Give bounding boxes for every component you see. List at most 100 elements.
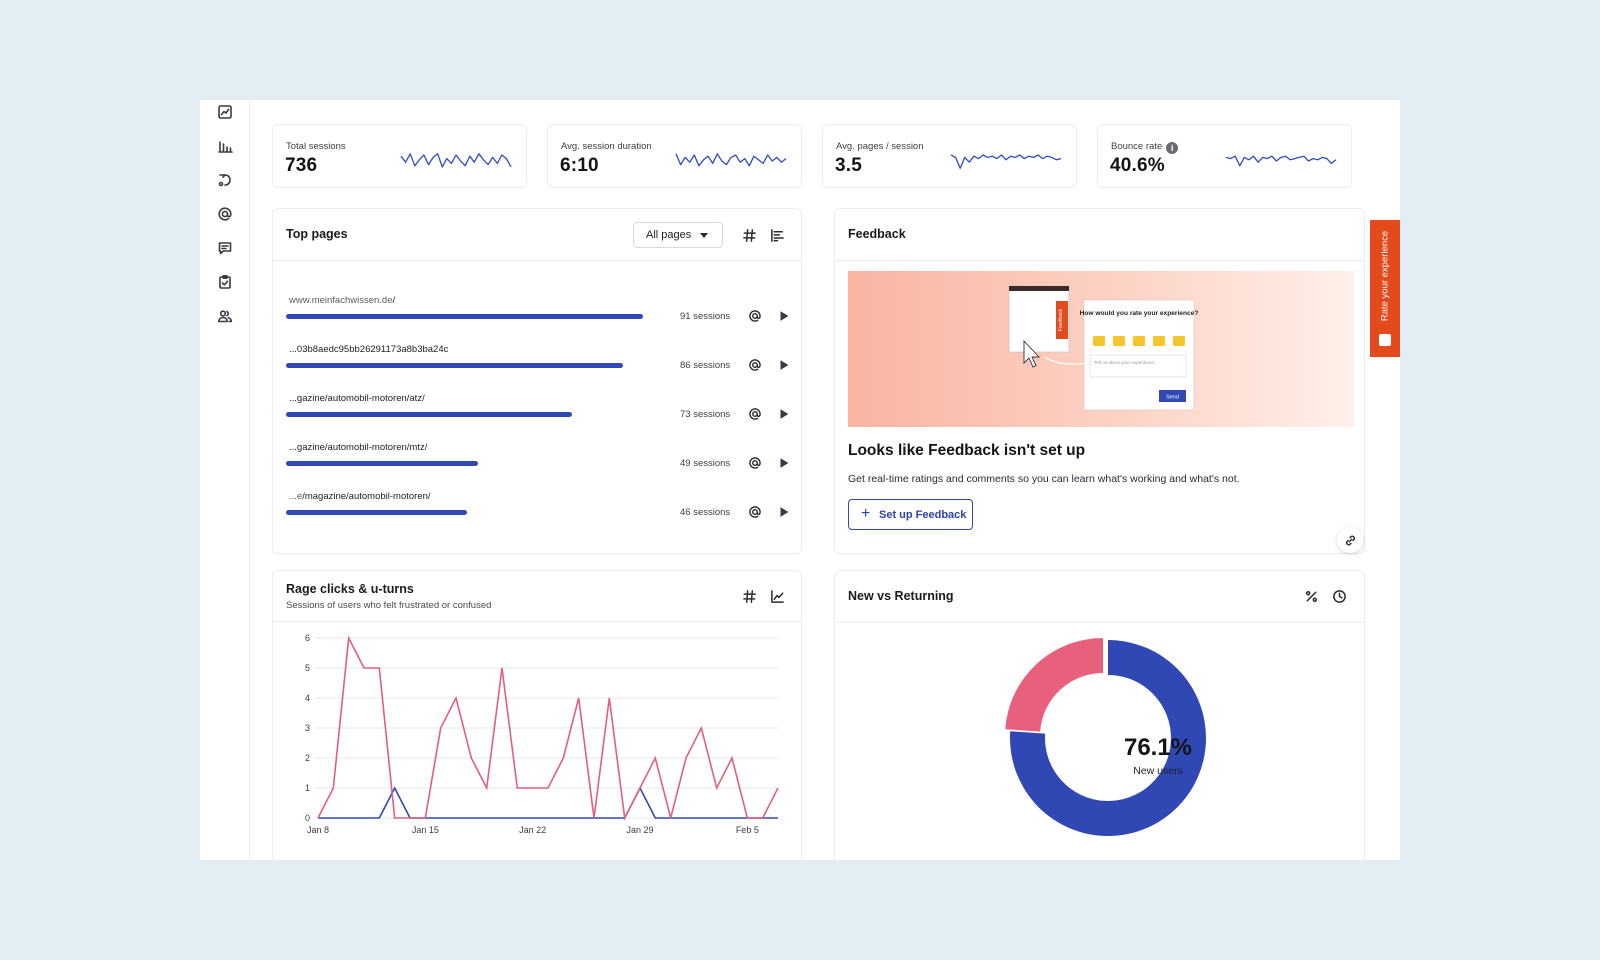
play-recordings-button[interactable] bbox=[774, 502, 794, 522]
bar-view-button[interactable] bbox=[766, 224, 788, 246]
feedback-illustration: Feedback How would you rate your experie… bbox=[848, 271, 1354, 427]
view-mentions-button[interactable] bbox=[745, 306, 765, 326]
rage-clicks-card: Rage clicks & u-turns Sessions of users … bbox=[272, 570, 802, 860]
y-tick-label: 4 bbox=[305, 693, 310, 703]
copy-link-button[interactable] bbox=[1337, 527, 1363, 553]
page-url-prefix: www.meinfachwissen.de bbox=[289, 295, 393, 306]
sidebar-item-surveys[interactable] bbox=[213, 270, 237, 294]
at-sign-icon bbox=[749, 310, 761, 322]
sidebar-item-messages[interactable] bbox=[213, 236, 237, 260]
feedback-card: Feedback Feedback How would you rate you… bbox=[834, 208, 1365, 554]
page-url: ...03b8aedc95bb26291173a8b3ba24c bbox=[289, 344, 448, 355]
top-pages-card: Top pages All pages www.meinfachwissen.d… bbox=[272, 208, 802, 554]
setup-feedback-button[interactable]: + Set up Feedback bbox=[848, 499, 973, 530]
clipboard-check-icon bbox=[219, 274, 231, 289]
view-mentions-button[interactable] bbox=[745, 453, 765, 473]
dashboard: Total sessions 736 Avg. session duration… bbox=[200, 100, 1400, 860]
x-tick-label: Jan 29 bbox=[626, 825, 653, 835]
line-view-button[interactable] bbox=[766, 585, 788, 607]
count-toggle-button[interactable] bbox=[738, 224, 760, 246]
sidebar-item-trend[interactable] bbox=[213, 100, 237, 124]
feedback-description: Get real-time ratings and comments so yo… bbox=[848, 473, 1240, 485]
sessions-bar bbox=[286, 314, 643, 319]
trend-icon bbox=[218, 105, 232, 119]
play-icon bbox=[780, 360, 789, 370]
pages-filter-select[interactable]: All pages bbox=[633, 222, 723, 248]
kpi-card-bounce-rate[interactable]: Bounce rate i 40.6% bbox=[1097, 124, 1352, 188]
at-sign-icon bbox=[749, 457, 761, 469]
play-icon bbox=[780, 458, 789, 468]
feedback-heading: Looks like Feedback isn't set up bbox=[848, 442, 1086, 459]
list-item[interactable]: ...gazine/automobil-motoren/mtz/ 49 sess… bbox=[286, 442, 796, 490]
play-recordings-button[interactable] bbox=[774, 453, 794, 473]
rage-clicks-chart: 0 1 2 3 4 5 6 Jan 8 Jan 15 Jan 22 Jan 29 Feb 5 bbox=[305, 633, 779, 835]
sessions-count: 91 sessions bbox=[680, 311, 731, 322]
sidebar-item-mentions[interactable] bbox=[213, 202, 237, 226]
view-mentions-button[interactable] bbox=[745, 404, 765, 424]
pages-filter-value: All pages bbox=[646, 229, 692, 241]
percent-icon bbox=[1305, 590, 1317, 602]
play-recordings-button[interactable] bbox=[774, 404, 794, 424]
page-url: www.meinfachwissen.de/ bbox=[289, 295, 395, 306]
sidebar-item-users[interactable] bbox=[213, 304, 237, 328]
play-icon bbox=[780, 507, 789, 517]
sidebar-item-bar-chart[interactable] bbox=[213, 134, 237, 158]
list-item[interactable]: ...03b8aedc95bb26291173a8b3ba24c 86 sess… bbox=[286, 344, 796, 392]
sessions-bar bbox=[286, 363, 624, 368]
u-turns-line bbox=[318, 786, 778, 819]
rage-clicks-line bbox=[317, 635, 779, 821]
sparkline bbox=[400, 149, 512, 175]
divider bbox=[835, 260, 1364, 261]
x-tick-label: Jan 15 bbox=[412, 825, 439, 835]
at-sign-icon bbox=[749, 359, 761, 371]
feedback-title: Feedback bbox=[848, 227, 906, 241]
kpi-card-pages-per-session[interactable]: Avg. pages / session 3.5 bbox=[822, 124, 1077, 188]
sidebar-item-journey[interactable] bbox=[213, 168, 237, 192]
percent-toggle-button[interactable] bbox=[1300, 585, 1322, 607]
at-sign-icon bbox=[749, 506, 761, 518]
y-tick-label: 1 bbox=[305, 783, 310, 793]
illustration-question: How would you rate your experience? bbox=[1080, 310, 1199, 317]
view-mentions-button[interactable] bbox=[745, 355, 765, 375]
sessions-bar bbox=[286, 461, 479, 466]
users-icon bbox=[218, 310, 232, 323]
play-recordings-button[interactable] bbox=[774, 355, 794, 375]
count-toggle-button[interactable] bbox=[738, 585, 760, 607]
x-tick-label: Jan 22 bbox=[519, 825, 546, 835]
sessions-count: 73 sessions bbox=[680, 409, 731, 420]
kpi-card-session-duration[interactable]: Avg. session duration 6:10 bbox=[547, 124, 802, 188]
kpi-card-total-sessions[interactable]: Total sessions 736 bbox=[272, 124, 527, 188]
info-icon[interactable]: i bbox=[1166, 142, 1179, 154]
plus-icon: + bbox=[861, 505, 871, 522]
page-url: ...e/magazine/automobil-motoren/ bbox=[289, 491, 431, 502]
view-mentions-button[interactable] bbox=[745, 502, 765, 522]
sidebar bbox=[200, 100, 250, 860]
kpi-label: Bounce rate i bbox=[1111, 141, 1179, 154]
smiley-icon bbox=[1379, 334, 1391, 346]
hash-icon bbox=[742, 228, 756, 242]
at-sign-icon bbox=[218, 207, 232, 221]
sessions-count: 86 sessions bbox=[680, 360, 731, 371]
y-tick-label: 0 bbox=[305, 813, 310, 823]
sessions-count: 49 sessions bbox=[680, 458, 731, 469]
sessions-count: 46 sessions bbox=[680, 507, 731, 518]
setup-feedback-label: Set up Feedback bbox=[879, 508, 967, 521]
list-item[interactable]: www.meinfachwissen.de/ 91 sessions bbox=[286, 295, 796, 343]
page-url-path: / bbox=[392, 295, 396, 306]
rate-experience-tab[interactable]: Rate your experience bbox=[1370, 220, 1400, 357]
sessions-bar bbox=[286, 412, 573, 417]
returning-users-slice bbox=[1005, 638, 1103, 732]
page-url: ...gazine/automobil-motoren/atz/ bbox=[289, 393, 425, 404]
illustration-send-button: Send bbox=[1166, 395, 1179, 401]
x-tick-label: Feb 5 bbox=[736, 825, 759, 835]
time-toggle-button[interactable] bbox=[1328, 585, 1350, 607]
list-item[interactable]: ...gazine/automobil-motoren/atz/ 73 sess… bbox=[286, 393, 796, 441]
message-icon bbox=[218, 242, 232, 255]
play-recordings-button[interactable] bbox=[774, 306, 794, 326]
sparkline bbox=[1225, 149, 1337, 175]
y-tick-label: 5 bbox=[305, 663, 310, 673]
list-item[interactable]: ...e/magazine/automobil-motoren/ 46 sess… bbox=[286, 491, 796, 539]
feedback-widget-illustration: Feedback How would you rate your experie… bbox=[1008, 285, 1199, 411]
y-tick-label: 3 bbox=[305, 723, 310, 733]
new-users-slice bbox=[1009, 640, 1206, 836]
